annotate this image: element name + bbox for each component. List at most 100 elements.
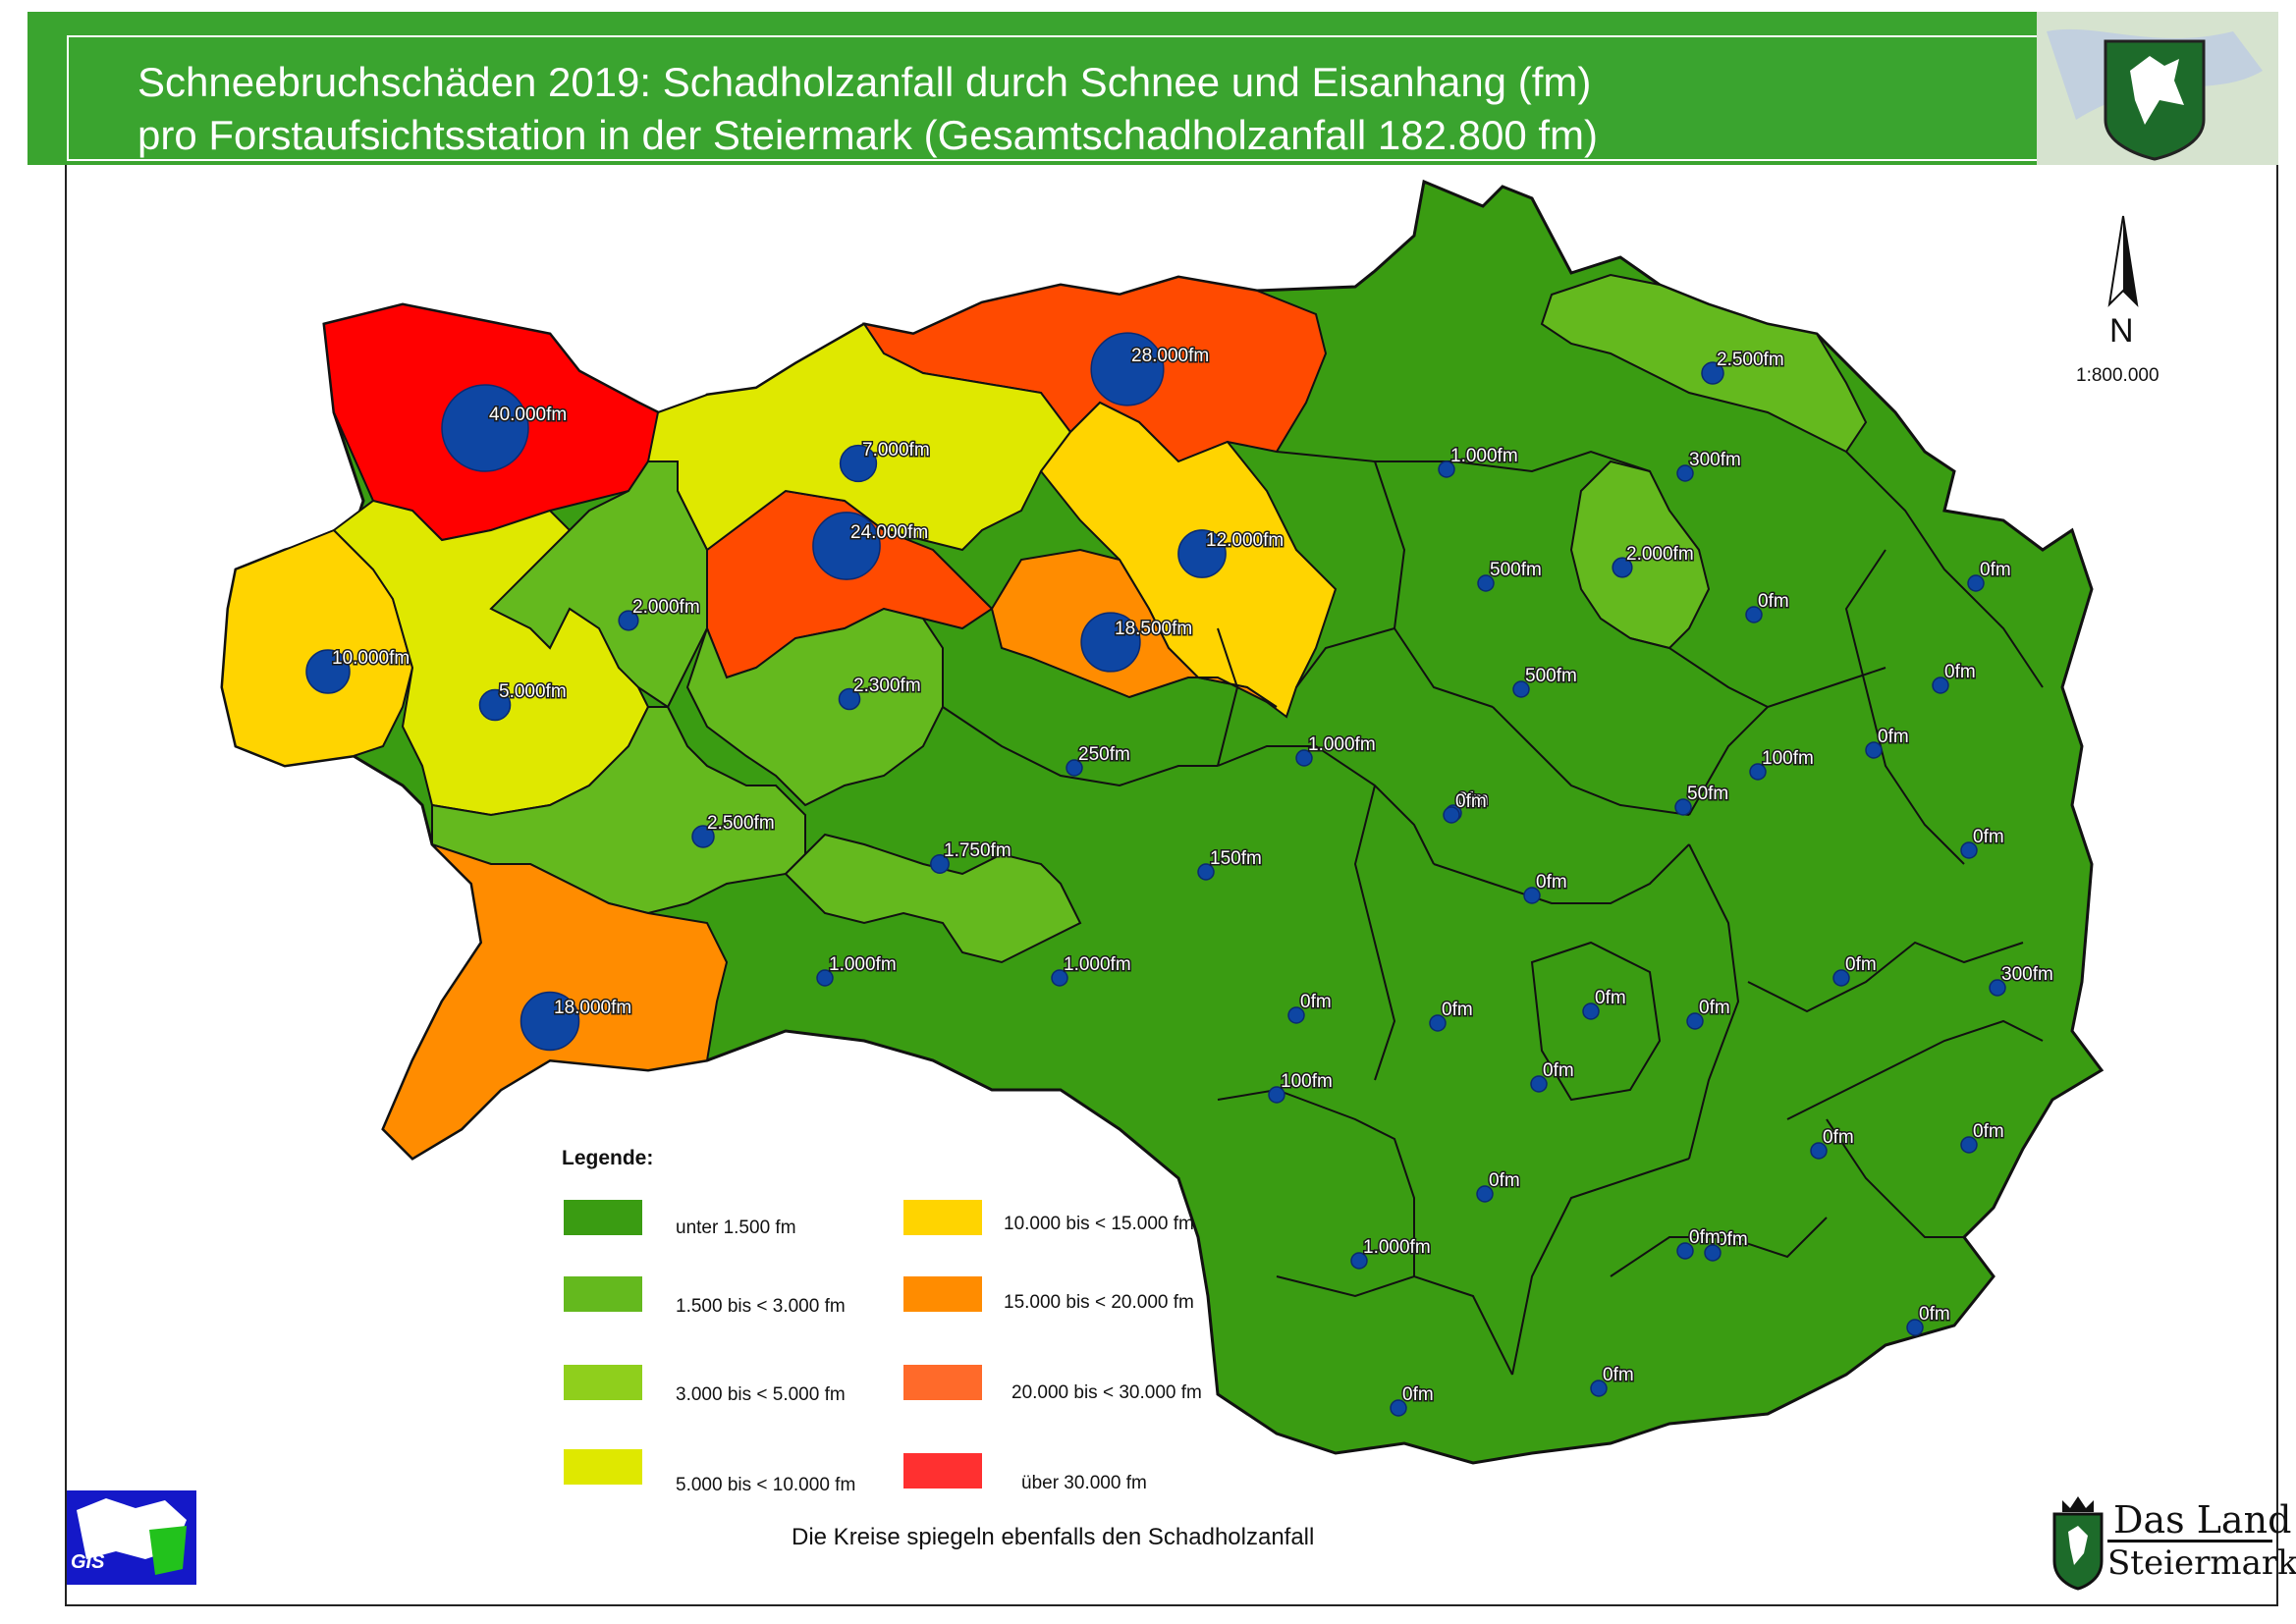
damage-circle <box>1350 1252 1368 1270</box>
legend-swatch <box>564 1200 642 1235</box>
land-steiermark-logo <box>2049 1492 2274 1591</box>
station-value-label: 100fm <box>1281 1071 1333 1092</box>
damage-circle <box>812 512 881 580</box>
legend-item-label: 15.000 bis < 20.000 fm <box>1004 1292 1194 1313</box>
station-value-label: 2.000fm <box>632 597 700 618</box>
legend-item-label: unter 1.500 fm <box>676 1218 796 1238</box>
district-boundary <box>1845 451 2044 688</box>
north-arrow-icon <box>2107 215 2139 307</box>
legend-swatch <box>903 1365 982 1400</box>
map-frame <box>65 165 2278 1606</box>
district-region <box>685 607 944 807</box>
district-polygons <box>220 273 2044 1376</box>
title-frame <box>67 35 2039 161</box>
station-value-label: 50fm <box>1687 784 1728 804</box>
damage-circle <box>478 688 512 722</box>
damage-circle <box>1590 1380 1608 1397</box>
district-boundary <box>1492 706 1690 816</box>
damage-circle <box>1438 460 1455 478</box>
damage-circle <box>1080 612 1141 673</box>
damage-circle <box>1523 887 1541 904</box>
station-value-label: 0fm <box>1455 791 1487 812</box>
header-bar <box>27 12 2278 165</box>
district-boundary <box>1530 941 1662 1102</box>
station-value-label: 0fm <box>1699 998 1730 1018</box>
station-value-label: 40.000fm <box>489 405 567 425</box>
legend-swatch <box>903 1276 982 1312</box>
district-region <box>1540 273 1868 454</box>
damage-circle <box>1477 574 1495 592</box>
legend-title: Legende: <box>562 1147 654 1169</box>
gis-logo <box>67 1490 196 1585</box>
station-value-label: 0fm <box>1689 1227 1721 1248</box>
damage-circle <box>1443 806 1460 824</box>
station-value-label: 0fm <box>1300 992 1332 1012</box>
damage-circle <box>1476 1185 1494 1203</box>
station-value-label: 0fm <box>1973 1121 2004 1142</box>
gis-logo-text: GIS <box>71 1551 105 1573</box>
station-value-label: 0fm <box>1489 1170 1520 1191</box>
station-value-label: 0fm <box>1944 662 1976 682</box>
district-boundary <box>1295 627 1395 688</box>
map-title-line-2: pro Forstaufsichtsstation in der Steierm… <box>137 112 1599 158</box>
damage-circle <box>1989 979 2006 997</box>
damage-circle <box>1960 841 1978 859</box>
styria-emblem-thumbnail <box>2037 12 2278 165</box>
district-boundary <box>1217 627 1239 767</box>
styria-panther-icon <box>2037 12 2278 165</box>
damage-circle <box>1749 763 1767 781</box>
station-value-label: 1.000fm <box>1064 954 1131 975</box>
station-value-label: 300fm <box>1689 450 1741 470</box>
damage-circle <box>1197 863 1215 881</box>
station-value-label: 1.000fm <box>1308 734 1376 755</box>
station-value-label: 2.300fm <box>853 676 921 696</box>
station-value-label: 0fm <box>1536 872 1567 893</box>
damage-circle <box>816 969 834 987</box>
damage-circle <box>1676 1242 1694 1260</box>
district-boundary <box>1433 843 1690 904</box>
damage-circle <box>1932 677 1949 694</box>
station-value-label: 0fm <box>1878 727 1909 747</box>
land-logo-line-1: Das Land <box>2113 1498 2292 1542</box>
station-value-label: 0fm <box>1457 789 1489 810</box>
station-value-label: 0fm <box>1980 560 2011 580</box>
damage-circle <box>519 991 580 1052</box>
damage-circle <box>1530 1075 1548 1093</box>
station-value-label: 1.000fm <box>829 954 897 975</box>
station-value-label: 18.500fm <box>1115 619 1192 639</box>
station-value-label: 250fm <box>1078 744 1130 765</box>
damage-circle <box>305 649 351 694</box>
damage-circle <box>1612 557 1633 578</box>
station-value-label: 0fm <box>1543 1060 1574 1081</box>
scale-label: 1:800.000 <box>2076 365 2159 386</box>
legend-item-label: 1.500 bis < 3.000 fm <box>676 1296 846 1317</box>
damage-circle <box>1582 1002 1600 1020</box>
damage-circle <box>1090 332 1165 406</box>
district-boundary <box>942 706 1218 787</box>
station-value-label: 2.000fm <box>1626 544 1694 565</box>
station-value-label: 0fm <box>1919 1304 1950 1325</box>
station-value-label: 0fm <box>1442 1000 1473 1020</box>
station-value-label: 0fm <box>1845 954 1877 975</box>
damage-circle <box>1268 1086 1285 1104</box>
station-value-label: 7.000fm <box>862 440 930 460</box>
legend-swatch <box>564 1276 642 1312</box>
district-boundary <box>1747 941 2024 1013</box>
damage-circle <box>441 384 529 472</box>
damage-circle <box>930 854 950 874</box>
district-boundary <box>1217 745 1435 865</box>
district-boundary <box>1826 1118 1964 1238</box>
damage-circle <box>1745 606 1763 623</box>
station-value-label: 500fm <box>1490 560 1542 580</box>
district-boundary <box>1217 1088 1415 1276</box>
station-value-label: 1.000fm <box>1363 1237 1431 1258</box>
station-value-label: 0fm <box>1402 1384 1434 1405</box>
land-logo-divider <box>2107 1540 2272 1543</box>
legend-item-label: über 30.000 fm <box>1021 1473 1147 1493</box>
damage-circle <box>1295 749 1313 767</box>
legend-swatch <box>903 1453 982 1489</box>
damage-circle <box>1967 574 1985 592</box>
legend-swatch <box>564 1449 642 1485</box>
station-value-label: 300fm <box>2001 964 2053 985</box>
